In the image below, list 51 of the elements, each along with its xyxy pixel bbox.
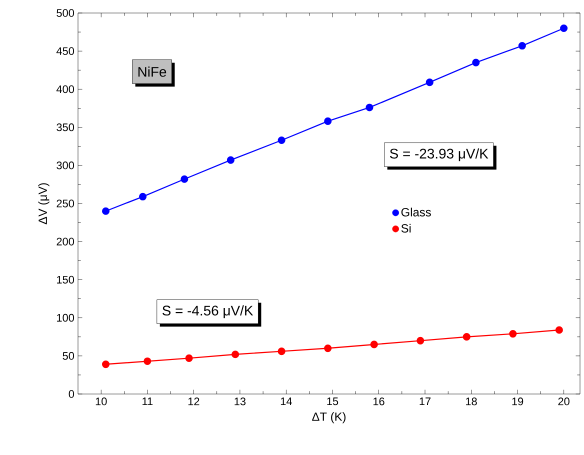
legend-label: Glass <box>401 208 431 216</box>
y-tick-label: 350 <box>56 123 74 132</box>
y-tick-label: 150 <box>57 276 74 284</box>
point <box>426 78 434 86</box>
point <box>370 340 378 348</box>
y-axis-title: ΔV (μV) <box>38 183 50 224</box>
point <box>555 326 563 334</box>
point <box>102 360 110 368</box>
x-tick-label: 18 <box>466 398 477 406</box>
point <box>472 58 480 66</box>
x-tick-label: 14 <box>280 398 292 406</box>
y-tick-label: 300 <box>56 162 74 170</box>
annotation: NiFe <box>138 66 166 77</box>
y-tick-label: 400 <box>56 85 74 94</box>
x-axis-title: ΔT (K) <box>312 412 346 424</box>
x-tick-label: 20 <box>558 398 570 406</box>
x-tick-label: 15 <box>327 398 338 406</box>
point <box>416 336 424 344</box>
x-tick-label: 13 <box>234 398 246 406</box>
point <box>278 348 286 356</box>
x-tick-label: 16 <box>373 398 384 406</box>
y-tick-label: 200 <box>56 238 74 246</box>
y-tick-label: 100 <box>57 314 74 322</box>
annotation: S = -4.56 μV/K <box>162 305 254 318</box>
point <box>180 175 188 183</box>
y-tick-label: 50 <box>62 352 74 360</box>
point <box>518 42 526 50</box>
x-tick-label: 17 <box>420 398 431 406</box>
point <box>462 333 470 341</box>
y-tick-label: 0 <box>68 390 74 398</box>
point <box>278 136 286 144</box>
point <box>185 354 193 362</box>
x-tick-label: 12 <box>188 398 200 406</box>
y-tick-label: 250 <box>56 200 74 208</box>
y-tick-label: 500 <box>56 9 74 17</box>
point <box>138 192 147 200</box>
x-tick-label: 19 <box>512 398 524 406</box>
annotation: S = -23.93 μV/K <box>390 148 488 162</box>
point <box>509 330 517 338</box>
y-tick-label: 450 <box>56 47 74 55</box>
point <box>324 117 332 125</box>
legend-label: Si <box>401 224 411 233</box>
point <box>560 24 568 32</box>
point <box>366 104 374 112</box>
point <box>226 156 234 164</box>
x-tick-label: 10 <box>96 398 107 406</box>
point <box>324 344 332 352</box>
point <box>144 357 152 366</box>
point <box>102 207 110 215</box>
point <box>232 350 240 358</box>
x-tick-label: 11 <box>142 398 153 406</box>
